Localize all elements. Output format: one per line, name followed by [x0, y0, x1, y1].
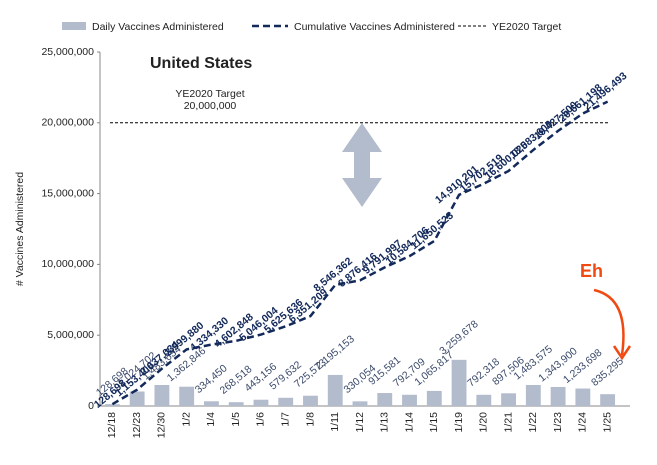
y-axis-title: # Vaccines Administered [14, 172, 26, 286]
x-tick-label: 1/14 [403, 412, 415, 433]
x-tick-label: 12/18 [106, 412, 118, 438]
y-tick-label: 20,000,000 [41, 117, 94, 129]
bar [327, 374, 343, 406]
bar [104, 404, 120, 406]
bar [154, 384, 170, 406]
y-tick-label: 0 [88, 400, 94, 412]
x-tick-label: 1/11 [329, 412, 341, 432]
y-tick-label: 10,000,000 [41, 258, 94, 270]
x-tick-label: 1/2 [180, 412, 192, 427]
y-tick-label: 25,000,000 [41, 46, 94, 58]
bar [476, 394, 492, 406]
panel-title: United States [150, 55, 252, 72]
y-tick-label: 15,000,000 [41, 187, 94, 199]
x-tick-label: 1/13 [379, 412, 391, 433]
bar [278, 397, 294, 406]
x-tick-label: 1/4 [205, 412, 217, 427]
bar [204, 401, 219, 406]
x-tick-label: 1/20 [478, 412, 490, 433]
y-tick-label: 5,000,000 [47, 329, 94, 341]
legend-label: Daily Vaccines Administered [92, 21, 224, 33]
target-annotation-value: 20,000,000 [184, 100, 237, 112]
bar [426, 390, 442, 406]
x-tick-label: 1/23 [552, 412, 564, 433]
cumulative-line [111, 100, 609, 406]
target-annotation: YE2020 Target [175, 88, 244, 100]
comment: Eh [580, 261, 603, 281]
x-tick-label: 1/25 [601, 412, 613, 433]
bar [253, 399, 269, 406]
comment-arrowhead [612, 345, 632, 361]
comment-arrow [593, 288, 625, 356]
x-tick-label: 1/8 [304, 412, 316, 427]
bar [228, 402, 244, 406]
x-tick-label: 12/30 [156, 412, 168, 438]
x-tick-label: 1/22 [527, 412, 539, 433]
bar [525, 384, 541, 406]
x-tick-label: 1/24 [577, 412, 589, 433]
bar [303, 395, 318, 406]
x-tick-label: 1/21 [502, 412, 514, 433]
bar [179, 386, 195, 406]
bar [550, 386, 566, 406]
x-tick-label: 1/5 [230, 412, 242, 427]
x-tick-label: 1/7 [279, 412, 291, 427]
x-tick-label: 1/6 [255, 412, 267, 427]
x-tick-label: 1/19 [453, 412, 465, 433]
legend-label: YE2020 Target [492, 21, 561, 33]
x-tick-label: 1/15 [428, 412, 440, 433]
double-arrow [342, 123, 382, 207]
legend-label: Cumulative Vaccines Administered [294, 21, 455, 33]
legend-swatch [62, 22, 86, 30]
daily-label: 3,259,678 [437, 318, 481, 357]
daily-label: 2,195,153 [313, 333, 357, 372]
bar [129, 391, 145, 406]
x-tick-label: 1/12 [354, 412, 366, 433]
bar [600, 394, 616, 406]
bar [377, 393, 393, 406]
bar [402, 394, 417, 406]
bar [501, 393, 516, 406]
x-tick-label: 12/23 [131, 412, 143, 438]
bar [575, 388, 591, 406]
bar [352, 401, 368, 406]
bar [451, 359, 467, 406]
